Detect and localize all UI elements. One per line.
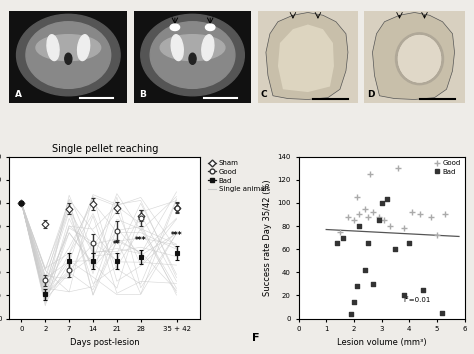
Bad	[353, 283, 360, 289]
Text: ***: ***	[135, 235, 146, 245]
Bad	[392, 246, 399, 252]
Ellipse shape	[150, 22, 235, 88]
Ellipse shape	[170, 24, 180, 30]
Bad	[400, 293, 408, 298]
Ellipse shape	[206, 24, 215, 30]
Bad	[347, 311, 355, 317]
Text: C: C	[261, 91, 267, 99]
Good	[417, 212, 424, 217]
Ellipse shape	[17, 14, 120, 96]
Good	[336, 229, 344, 235]
Ellipse shape	[399, 36, 440, 82]
Bad	[369, 281, 377, 287]
Ellipse shape	[171, 35, 183, 61]
Bad	[419, 287, 427, 292]
Ellipse shape	[78, 35, 90, 61]
Good	[345, 214, 352, 219]
Good	[356, 212, 363, 217]
Text: r²=0.01: r²=0.01	[404, 297, 431, 303]
Good	[381, 217, 388, 223]
Ellipse shape	[395, 33, 444, 85]
Ellipse shape	[189, 53, 196, 64]
Good	[364, 214, 372, 219]
Text: F: F	[252, 333, 260, 343]
Good	[386, 223, 393, 229]
Ellipse shape	[160, 35, 225, 61]
Bad	[375, 217, 383, 223]
Ellipse shape	[141, 14, 244, 96]
Good	[441, 212, 449, 217]
Bad	[405, 241, 413, 246]
Ellipse shape	[36, 35, 100, 61]
Title: Single pellet reaching: Single pellet reaching	[52, 144, 158, 154]
Bad	[350, 299, 358, 305]
Good	[408, 209, 416, 215]
Ellipse shape	[202, 35, 214, 61]
Good	[375, 214, 383, 219]
Good	[350, 217, 358, 223]
Good	[369, 209, 377, 215]
Legend: Sham, Good, Bad, Single animals: Sham, Good, Bad, Single animals	[208, 160, 270, 193]
Good	[361, 206, 369, 212]
Bad	[356, 223, 363, 229]
Bad	[334, 241, 341, 246]
Good	[353, 194, 360, 200]
Bad	[361, 267, 369, 273]
Ellipse shape	[399, 36, 440, 82]
Good	[394, 165, 402, 171]
Good	[428, 214, 435, 219]
X-axis label: Lesion volume (mm³): Lesion volume (mm³)	[337, 338, 426, 347]
Text: A: A	[15, 90, 22, 98]
Bad	[378, 200, 385, 206]
Good	[433, 233, 441, 238]
Bad	[438, 310, 446, 316]
Bad	[383, 196, 391, 202]
Text: D: D	[367, 91, 375, 99]
Ellipse shape	[65, 53, 72, 64]
X-axis label: Days post-lesion: Days post-lesion	[70, 338, 140, 347]
Text: ***: ***	[171, 231, 182, 240]
Ellipse shape	[47, 35, 59, 61]
Ellipse shape	[26, 22, 111, 88]
Good	[400, 225, 408, 231]
PathPatch shape	[278, 24, 334, 92]
Y-axis label: Success rate Day 35/42 (%): Success rate Day 35/42 (%)	[263, 179, 272, 296]
Legend: Good, Bad: Good, Bad	[435, 160, 461, 175]
Text: **: **	[113, 240, 121, 249]
Text: B: B	[139, 90, 146, 98]
PathPatch shape	[266, 12, 348, 99]
Bad	[339, 235, 346, 240]
Good	[367, 171, 374, 177]
PathPatch shape	[373, 12, 455, 99]
Bad	[364, 241, 372, 246]
